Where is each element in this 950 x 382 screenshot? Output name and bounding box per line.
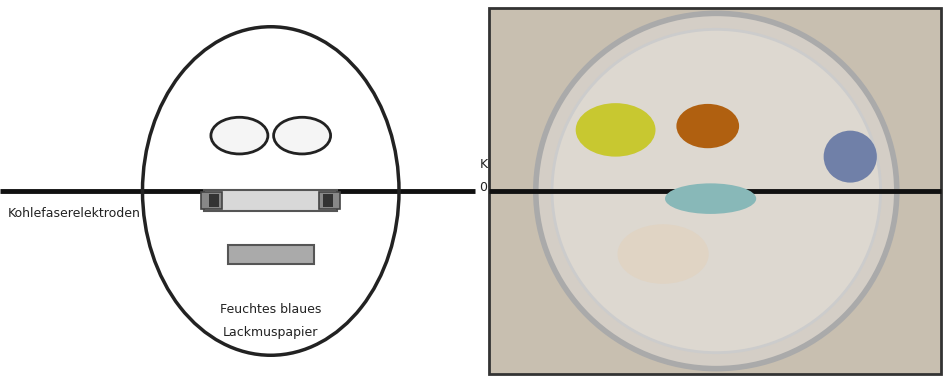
Ellipse shape [211, 117, 268, 154]
Ellipse shape [665, 183, 756, 214]
Bar [319, 192, 340, 209]
Ellipse shape [676, 104, 739, 148]
Bar [323, 194, 332, 207]
Bar [489, 8, 940, 374]
Ellipse shape [536, 13, 897, 369]
Text: 0,5M CuCl2: 0,5M CuCl2 [480, 181, 551, 194]
Text: Kunststoffkanal mit: Kunststoffkanal mit [480, 158, 600, 171]
Ellipse shape [274, 117, 331, 154]
Ellipse shape [552, 29, 881, 353]
Bar [201, 192, 222, 209]
Ellipse shape [576, 103, 655, 157]
Text: Lackmuspapier: Lackmuspapier [223, 326, 318, 339]
Text: Kohlefaserelektroden: Kohlefaserelektroden [8, 207, 141, 220]
Bar [204, 190, 337, 211]
Bar [209, 194, 218, 207]
Ellipse shape [618, 224, 709, 284]
Text: Feuchtes blaues: Feuchtes blaues [220, 303, 321, 316]
Ellipse shape [824, 131, 877, 183]
Bar [228, 245, 314, 264]
